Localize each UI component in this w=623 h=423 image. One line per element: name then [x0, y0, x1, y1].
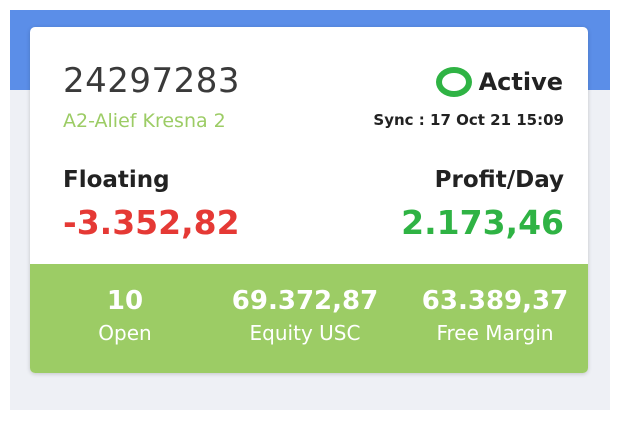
profit-day-label: Profit/Day [434, 167, 564, 193]
sync-timestamp: Sync : 17 Oct 21 15:09 [373, 111, 564, 129]
status-indicator: Active [435, 67, 563, 97]
account-name: A2-Alief Kresna 2 [63, 110, 226, 132]
status-dot-icon [435, 67, 472, 97]
status-label: Active [478, 68, 563, 96]
account-card[interactable]: 24297283 A2-Alief Kresna 2 Active Sync :… [30, 27, 588, 373]
profit-day-value: 2.173,46 [401, 203, 564, 242]
open-count: 10 [106, 286, 144, 316]
equity-label: Equity USC [249, 321, 361, 345]
free-margin-value: 63.389,37 [421, 286, 569, 316]
floating-value: -3.352,82 [63, 203, 240, 242]
stat-equity: 69.372,87 Equity USC [220, 284, 390, 348]
stat-open: 10 Open [70, 284, 180, 348]
free-margin-label: Free Margin [436, 321, 554, 345]
stat-free-margin: 63.389,37 Free Margin [410, 284, 580, 348]
floating-label: Floating [63, 167, 170, 193]
open-label: Open [98, 321, 152, 345]
equity-value: 69.372,87 [231, 286, 379, 316]
stats-bar: 10 Open 69.372,87 Equity USC 63.389,37 F… [30, 264, 588, 373]
account-number: 24297283 [63, 61, 241, 101]
